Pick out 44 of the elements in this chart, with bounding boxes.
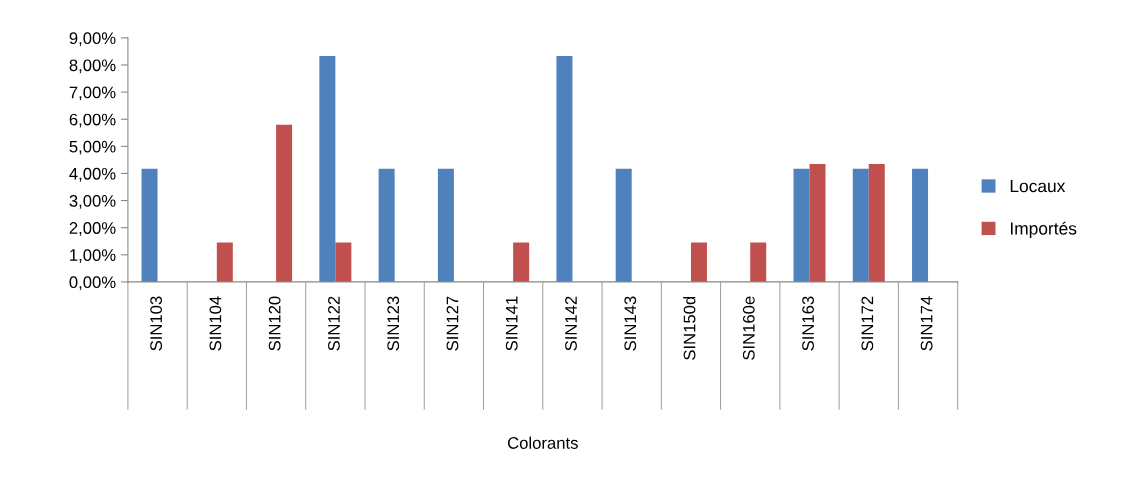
x-tick-label: SIN141 [505,296,518,351]
bar [868,163,885,282]
x-tick-label: SIN120 [268,296,281,351]
y-tick-label: 9,00% [69,32,116,47]
x-tick-label: SIN160e [742,296,755,360]
x-tick-label: SIN104 [209,296,222,351]
legend-label: Importés [1010,221,1077,239]
y-tick-label: 5,00% [69,140,116,155]
x-tick-label: SIN127 [446,296,459,351]
bar [513,242,530,282]
bar [335,242,352,282]
bar [437,168,454,282]
y-tick-label: 3,00% [69,194,116,209]
x-tick-label: SIN103 [150,296,163,351]
x-tick-label: SIN163 [802,296,814,351]
bar [690,242,707,282]
y-tick-label: 1,00% [70,249,116,263]
x-tick-label: SIN150d [683,296,696,360]
x-axis-title: Colorants [507,436,578,449]
y-tick-label: 0,00% [69,276,116,291]
bar [216,242,233,282]
x-tick-label: SIN122 [328,296,340,351]
bar [556,56,573,282]
x-tick-label: SIN142 [565,296,577,351]
x-tick-label: SIN172 [861,296,874,351]
x-tick-label: SIN174 [920,296,933,351]
bar [852,168,869,282]
y-tick-label: 7,00% [69,86,116,101]
bar [750,242,767,282]
y-tick-label: 4,00% [69,167,116,182]
bar [319,56,336,282]
bar [793,168,810,282]
y-tick-label: 6,00% [69,113,116,128]
x-tick-label: SIN143 [624,296,637,351]
y-tick-label: 2,00% [69,222,116,236]
bar [276,124,293,282]
bar [615,168,632,282]
bar [912,168,929,282]
bar [809,163,826,282]
bar [378,168,395,282]
y-tick-label: 8,00% [69,59,116,74]
bar [141,168,158,282]
x-tick-label: SIN123 [387,296,400,351]
legend-label: Locaux [1010,180,1066,193]
